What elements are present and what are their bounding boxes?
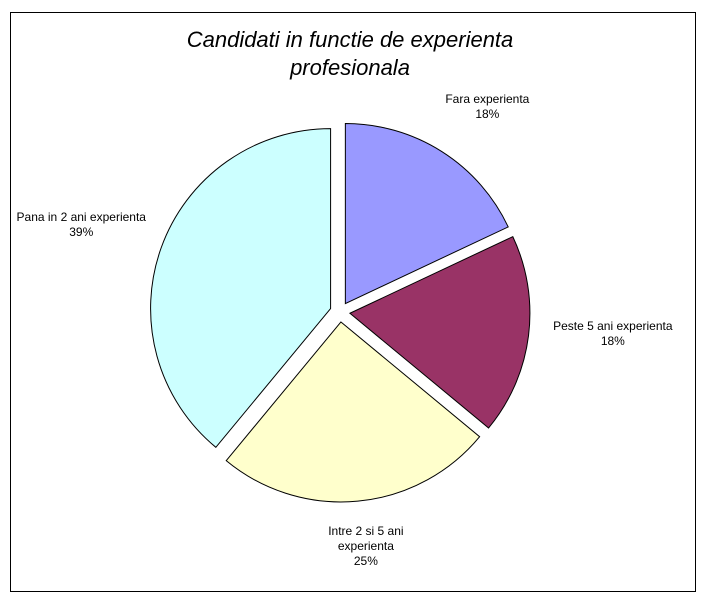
value-label: 18%: [475, 106, 500, 121]
pie-slice: [225, 321, 481, 503]
category-label: Intre 2 si 5 ani experienta: [328, 523, 404, 553]
page: Candidati in functie de experienta profe…: [10, 12, 696, 592]
value-label: 39%: [69, 225, 94, 240]
slice-label: Intre 2 si 5 ani experienta 25%: [301, 524, 431, 569]
value-label: 25%: [353, 553, 378, 568]
pie-slice: [344, 123, 509, 305]
chart: [150, 123, 531, 503]
category-label: Fara experienta: [445, 91, 530, 106]
pie-slice: [150, 128, 332, 449]
chart-title: Candidati in functie de experienta profe…: [186, 27, 514, 80]
category-label: Pana in 2 ani experienta: [16, 210, 146, 225]
category-label: Peste 5 ani experienta: [553, 319, 673, 334]
slice-label: Fara experienta 18%: [422, 92, 552, 122]
value-label: 18%: [600, 334, 625, 349]
slice-label: Pana in 2 ani experienta 39%: [16, 210, 146, 240]
pie-slice: [348, 235, 531, 429]
slice-label: Peste 5 ani experienta 18%: [548, 319, 678, 349]
